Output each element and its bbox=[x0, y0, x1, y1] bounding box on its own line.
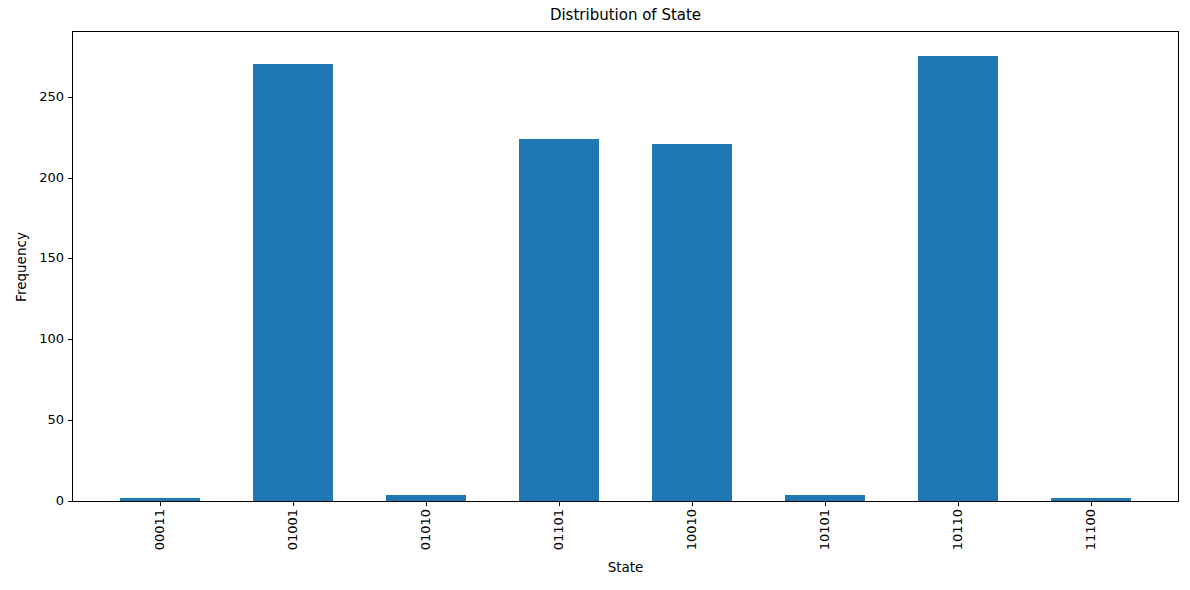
bar-10010 bbox=[652, 144, 733, 501]
bar-10110 bbox=[918, 56, 999, 501]
y-tick-label: 250 bbox=[0, 89, 64, 105]
y-tick-mark bbox=[68, 501, 72, 502]
y-tick-mark bbox=[68, 420, 72, 421]
y-axis-label: Frequency bbox=[13, 232, 29, 302]
x-axis-label: State bbox=[72, 559, 1179, 575]
x-tick-label: 11100 bbox=[1083, 509, 1098, 550]
x-tick-label: 01010 bbox=[418, 509, 433, 550]
y-tick-label: 150 bbox=[0, 250, 64, 266]
y-tick-label: 100 bbox=[0, 331, 64, 347]
x-tick-mark bbox=[160, 502, 161, 506]
x-tick-mark bbox=[692, 502, 693, 506]
x-tick-label: 01001 bbox=[285, 509, 300, 550]
plot-area bbox=[72, 31, 1179, 502]
y-tick-label: 0 bbox=[0, 493, 64, 509]
y-tick-label: 200 bbox=[0, 170, 64, 186]
bar-chart-figure: Distribution of State Frequency 0 50 100 15… bbox=[0, 0, 1190, 590]
x-tick-mark bbox=[293, 502, 294, 506]
y-tick-label: 50 bbox=[0, 412, 64, 428]
bar-00011 bbox=[120, 498, 201, 501]
x-tick-mark bbox=[426, 502, 427, 506]
x-tick-label: 10010 bbox=[684, 509, 699, 550]
bar-11100 bbox=[1051, 498, 1132, 501]
y-tick-mark bbox=[68, 97, 72, 98]
chart-title: Distribution of State bbox=[72, 6, 1179, 25]
x-tick-mark bbox=[1091, 502, 1092, 506]
x-tick-mark bbox=[559, 502, 560, 506]
y-tick-mark bbox=[68, 339, 72, 340]
x-tick-label: 10110 bbox=[950, 509, 965, 550]
y-tick-mark bbox=[68, 258, 72, 259]
bar-01101 bbox=[519, 139, 600, 501]
x-tick-mark bbox=[958, 502, 959, 506]
x-tick-mark bbox=[825, 502, 826, 506]
y-tick-mark bbox=[68, 178, 72, 179]
x-tick-label: 10101 bbox=[817, 509, 832, 550]
x-tick-label: 01101 bbox=[551, 509, 566, 550]
x-tick-label: 00011 bbox=[152, 509, 167, 550]
bar-10101 bbox=[785, 495, 866, 501]
bar-01001 bbox=[253, 64, 334, 501]
bar-01010 bbox=[386, 495, 467, 501]
